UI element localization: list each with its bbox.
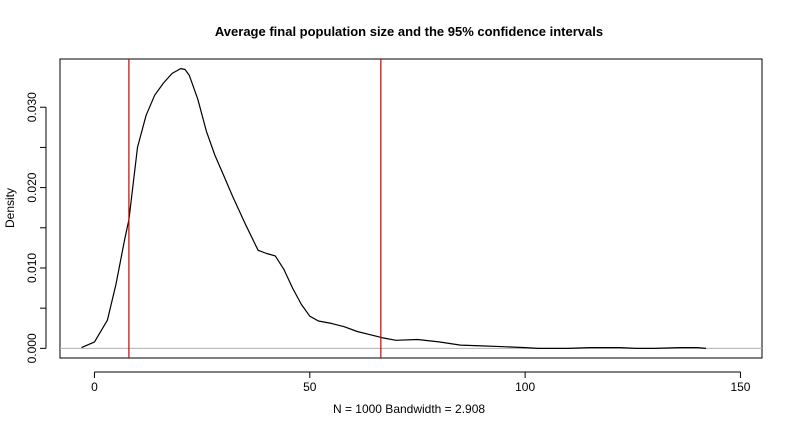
- y-tick-label: 0.000: [25, 333, 39, 363]
- x-axis: 0 50 100 150: [91, 371, 751, 394]
- x-axis-label: N = 1000 Bandwidth = 2.908: [333, 402, 485, 416]
- plot-frame: [59, 58, 763, 359]
- density-curve-0: [81, 67, 707, 349]
- x-tick-label: 150: [730, 380, 750, 394]
- y-tick-label: 0.010: [25, 253, 39, 283]
- y-tick-label: 0.020: [25, 172, 39, 202]
- y-axis-label: Density: [3, 188, 17, 228]
- plot-area: [59, 58, 763, 359]
- chart-title: Average final population size and the 95…: [215, 24, 603, 39]
- y-axis: 0.000 0.010 0.020 0.030: [25, 92, 47, 363]
- x-tick-label: 50: [303, 380, 317, 394]
- x-tick-label: 100: [515, 380, 535, 394]
- y-tick-label: 0.030: [25, 92, 39, 122]
- x-tick-label: 0: [91, 380, 98, 394]
